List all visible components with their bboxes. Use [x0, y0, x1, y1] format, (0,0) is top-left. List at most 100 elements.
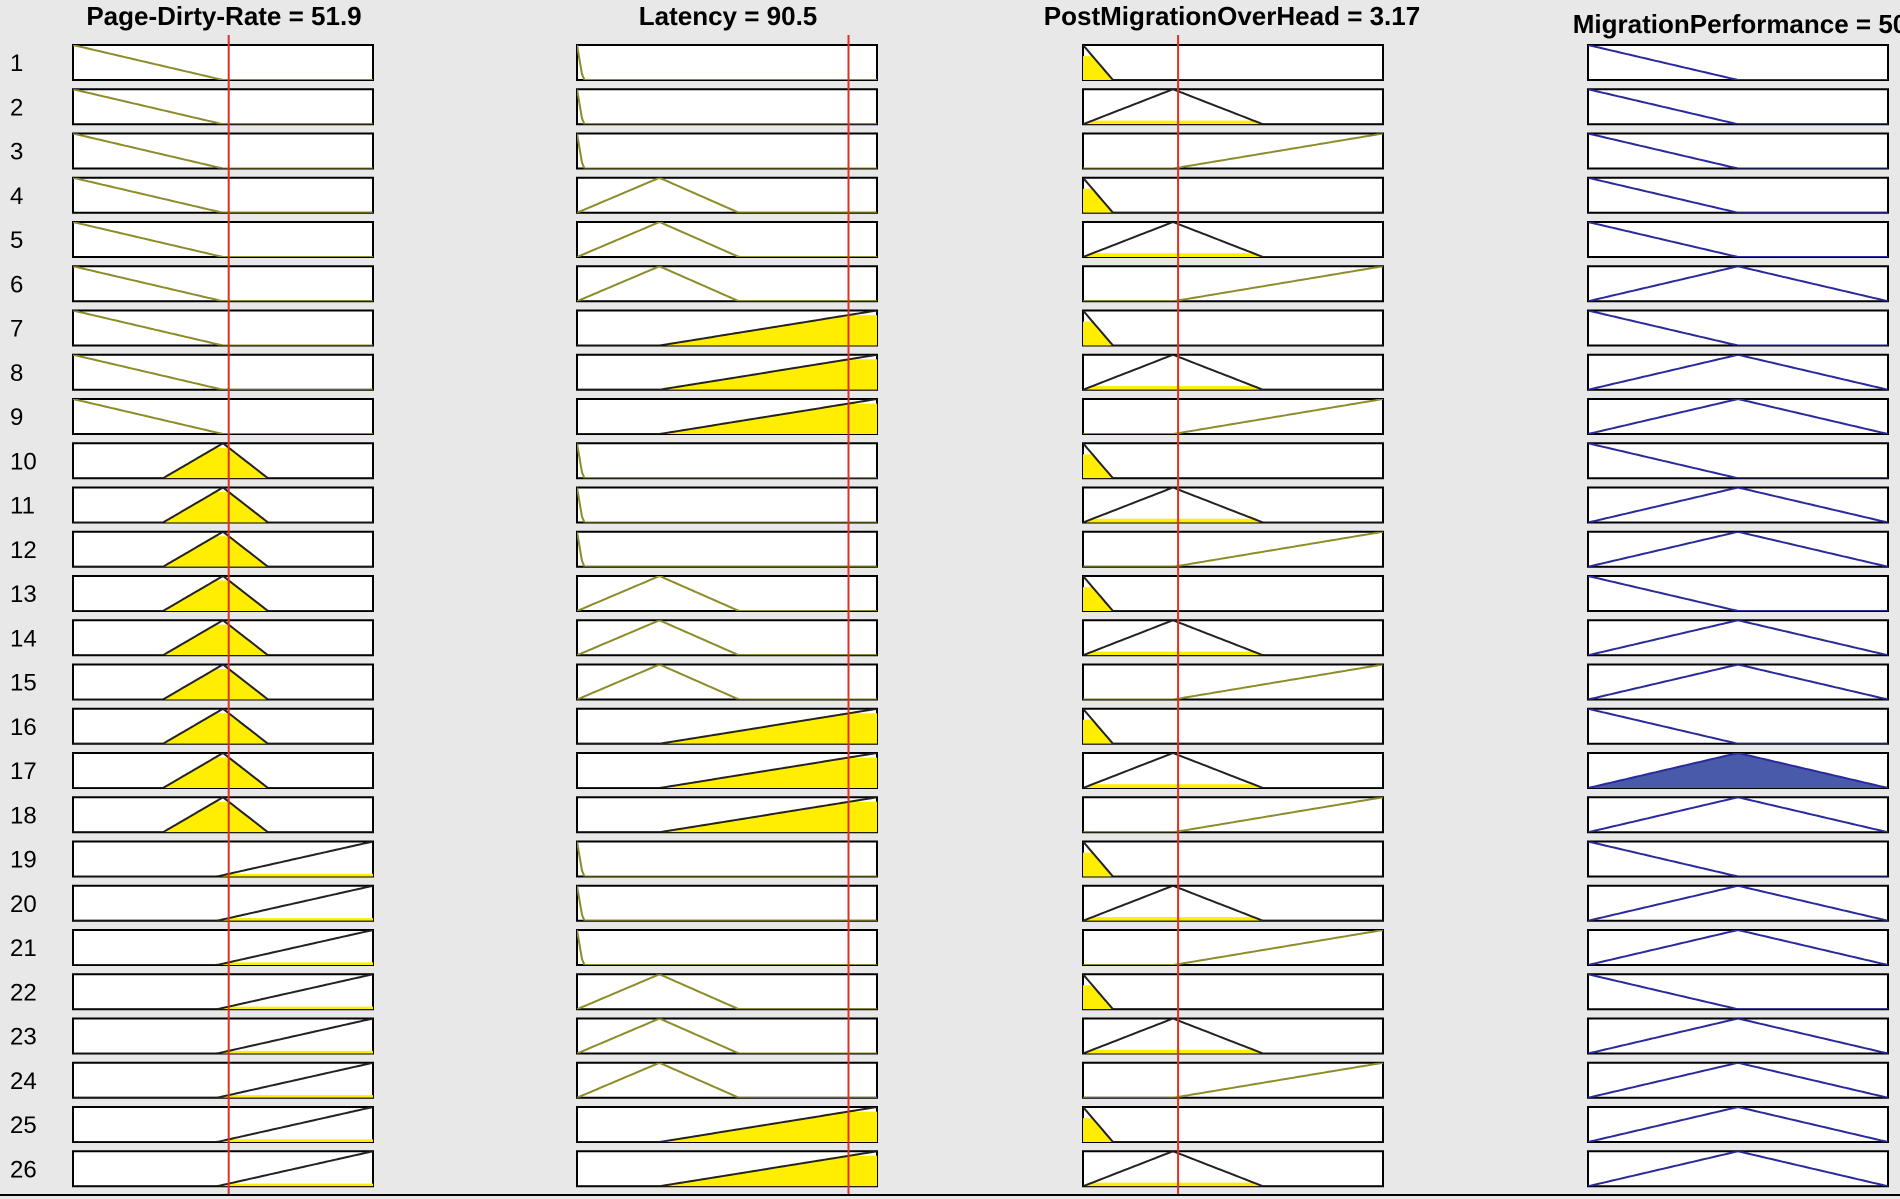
rule-cell-migration-performance[interactable]: [1587, 884, 1889, 922]
rule-cell-post-migration-overhead[interactable]: [1082, 132, 1384, 170]
rule-cell-latency[interactable]: [576, 176, 878, 214]
rule-cell-latency[interactable]: [576, 44, 878, 81]
rule-cell-latency[interactable]: [576, 663, 878, 701]
rule-cell-latency[interactable]: [576, 840, 878, 878]
rule-cell-post-migration-overhead[interactable]: [1082, 309, 1384, 347]
rule-cell-post-migration-overhead[interactable]: [1082, 486, 1384, 524]
rule-cell-post-migration-overhead[interactable]: [1082, 530, 1384, 568]
rule-cell-latency[interactable]: [576, 530, 878, 568]
rule-cell-post-migration-overhead[interactable]: [1082, 1106, 1384, 1143]
rule-cell-post-migration-overhead[interactable]: [1082, 663, 1384, 701]
rule-cell-post-migration-overhead[interactable]: [1082, 973, 1384, 1011]
rule-cell-migration-performance[interactable]: [1587, 353, 1889, 391]
rule-cell-page-dirty-rate[interactable]: [72, 663, 374, 701]
rule-cell-migration-performance[interactable]: [1587, 132, 1889, 170]
rule-cell-migration-performance[interactable]: [1587, 530, 1889, 568]
rule-cell-migration-performance[interactable]: [1587, 663, 1889, 701]
rule-cell-latency[interactable]: [576, 486, 878, 524]
rule-cell-page-dirty-rate[interactable]: [72, 132, 374, 170]
rule-cell-latency[interactable]: [576, 221, 878, 258]
rule-cell-page-dirty-rate[interactable]: [72, 442, 374, 480]
rule-cell-post-migration-overhead[interactable]: [1082, 1061, 1384, 1099]
rule-cell-latency[interactable]: [576, 1150, 878, 1188]
rule-cell-migration-performance[interactable]: [1587, 707, 1889, 745]
rule-cell-post-migration-overhead[interactable]: [1082, 929, 1384, 966]
rule-cell-migration-performance[interactable]: [1587, 265, 1889, 303]
rule-cell-page-dirty-rate[interactable]: [72, 221, 374, 258]
rule-cell-migration-performance[interactable]: [1587, 88, 1889, 126]
rule-cell-post-migration-overhead[interactable]: [1082, 707, 1384, 745]
rule-cell-migration-performance[interactable]: [1587, 619, 1889, 657]
rule-cell-page-dirty-rate[interactable]: [72, 796, 374, 834]
rule-cell-post-migration-overhead[interactable]: [1082, 44, 1384, 81]
rule-cell-post-migration-overhead[interactable]: [1082, 176, 1384, 214]
rule-cell-page-dirty-rate[interactable]: [72, 840, 374, 878]
rule-cell-post-migration-overhead[interactable]: [1082, 884, 1384, 922]
rule-cell-page-dirty-rate[interactable]: [72, 575, 374, 612]
rule-cell-migration-performance[interactable]: [1587, 1017, 1889, 1055]
rule-cell-page-dirty-rate[interactable]: [72, 265, 374, 303]
rule-cell-latency[interactable]: [576, 1061, 878, 1099]
rule-cell-page-dirty-rate[interactable]: [72, 752, 374, 789]
rule-cell-latency[interactable]: [576, 973, 878, 1011]
rule-cell-migration-performance[interactable]: [1587, 973, 1889, 1011]
rule-cell-migration-performance[interactable]: [1587, 840, 1889, 878]
rule-cell-post-migration-overhead[interactable]: [1082, 353, 1384, 391]
rule-cell-migration-performance[interactable]: [1587, 176, 1889, 214]
rule-cell-page-dirty-rate[interactable]: [72, 88, 374, 126]
rule-cell-page-dirty-rate[interactable]: [72, 309, 374, 347]
rule-cell-migration-performance[interactable]: [1587, 398, 1889, 435]
rule-cell-migration-performance[interactable]: [1587, 796, 1889, 834]
rule-cell-page-dirty-rate[interactable]: [72, 1061, 374, 1099]
rule-cell-post-migration-overhead[interactable]: [1082, 1017, 1384, 1055]
rule-cell-page-dirty-rate[interactable]: [72, 929, 374, 966]
rule-cell-page-dirty-rate[interactable]: [72, 530, 374, 568]
rule-cell-latency[interactable]: [576, 796, 878, 834]
rule-cell-latency[interactable]: [576, 929, 878, 966]
rule-cell-latency[interactable]: [576, 132, 878, 170]
rule-cell-page-dirty-rate[interactable]: [72, 1106, 374, 1143]
rule-cell-page-dirty-rate[interactable]: [72, 176, 374, 214]
rule-cell-post-migration-overhead[interactable]: [1082, 575, 1384, 612]
rule-cell-post-migration-overhead[interactable]: [1082, 619, 1384, 657]
rule-cell-latency[interactable]: [576, 619, 878, 657]
rule-cell-post-migration-overhead[interactable]: [1082, 88, 1384, 126]
rule-cell-post-migration-overhead[interactable]: [1082, 752, 1384, 789]
rule-cell-migration-performance[interactable]: [1587, 575, 1889, 612]
rule-cell-post-migration-overhead[interactable]: [1082, 398, 1384, 435]
rule-cell-latency[interactable]: [576, 309, 878, 347]
rule-cell-latency[interactable]: [576, 1106, 878, 1143]
rule-cell-page-dirty-rate[interactable]: [72, 973, 374, 1011]
rule-cell-migration-performance[interactable]: [1587, 442, 1889, 480]
rule-cell-latency[interactable]: [576, 1017, 878, 1055]
rule-cell-latency[interactable]: [576, 353, 878, 391]
rule-cell-latency[interactable]: [576, 575, 878, 612]
rule-cell-latency[interactable]: [576, 707, 878, 745]
rule-cell-migration-performance[interactable]: [1587, 1150, 1889, 1188]
rule-cell-page-dirty-rate[interactable]: [72, 353, 374, 391]
rule-cell-post-migration-overhead[interactable]: [1082, 221, 1384, 258]
rule-cell-page-dirty-rate[interactable]: [72, 486, 374, 524]
rule-cell-page-dirty-rate[interactable]: [72, 1017, 374, 1055]
rule-cell-latency[interactable]: [576, 884, 878, 922]
rule-cell-latency[interactable]: [576, 265, 878, 303]
rule-cell-page-dirty-rate[interactable]: [72, 884, 374, 922]
rule-cell-latency[interactable]: [576, 398, 878, 435]
rule-cell-page-dirty-rate[interactable]: [72, 1150, 374, 1188]
rule-cell-post-migration-overhead[interactable]: [1082, 796, 1384, 834]
rule-cell-post-migration-overhead[interactable]: [1082, 1150, 1384, 1188]
rule-cell-post-migration-overhead[interactable]: [1082, 840, 1384, 878]
rule-cell-migration-performance[interactable]: [1587, 309, 1889, 347]
rule-cell-page-dirty-rate[interactable]: [72, 619, 374, 657]
rule-cell-migration-performance[interactable]: [1587, 752, 1889, 789]
rule-cell-latency[interactable]: [576, 752, 878, 789]
rule-cell-latency[interactable]: [576, 442, 878, 480]
rule-cell-migration-performance[interactable]: [1587, 221, 1889, 258]
rule-cell-page-dirty-rate[interactable]: [72, 707, 374, 745]
rule-cell-migration-performance[interactable]: [1587, 929, 1889, 966]
rule-cell-migration-performance[interactable]: [1587, 1106, 1889, 1143]
rule-cell-migration-performance[interactable]: [1587, 1061, 1889, 1099]
rule-cell-post-migration-overhead[interactable]: [1082, 442, 1384, 480]
rule-cell-page-dirty-rate[interactable]: [72, 398, 374, 435]
rule-cell-latency[interactable]: [576, 88, 878, 126]
